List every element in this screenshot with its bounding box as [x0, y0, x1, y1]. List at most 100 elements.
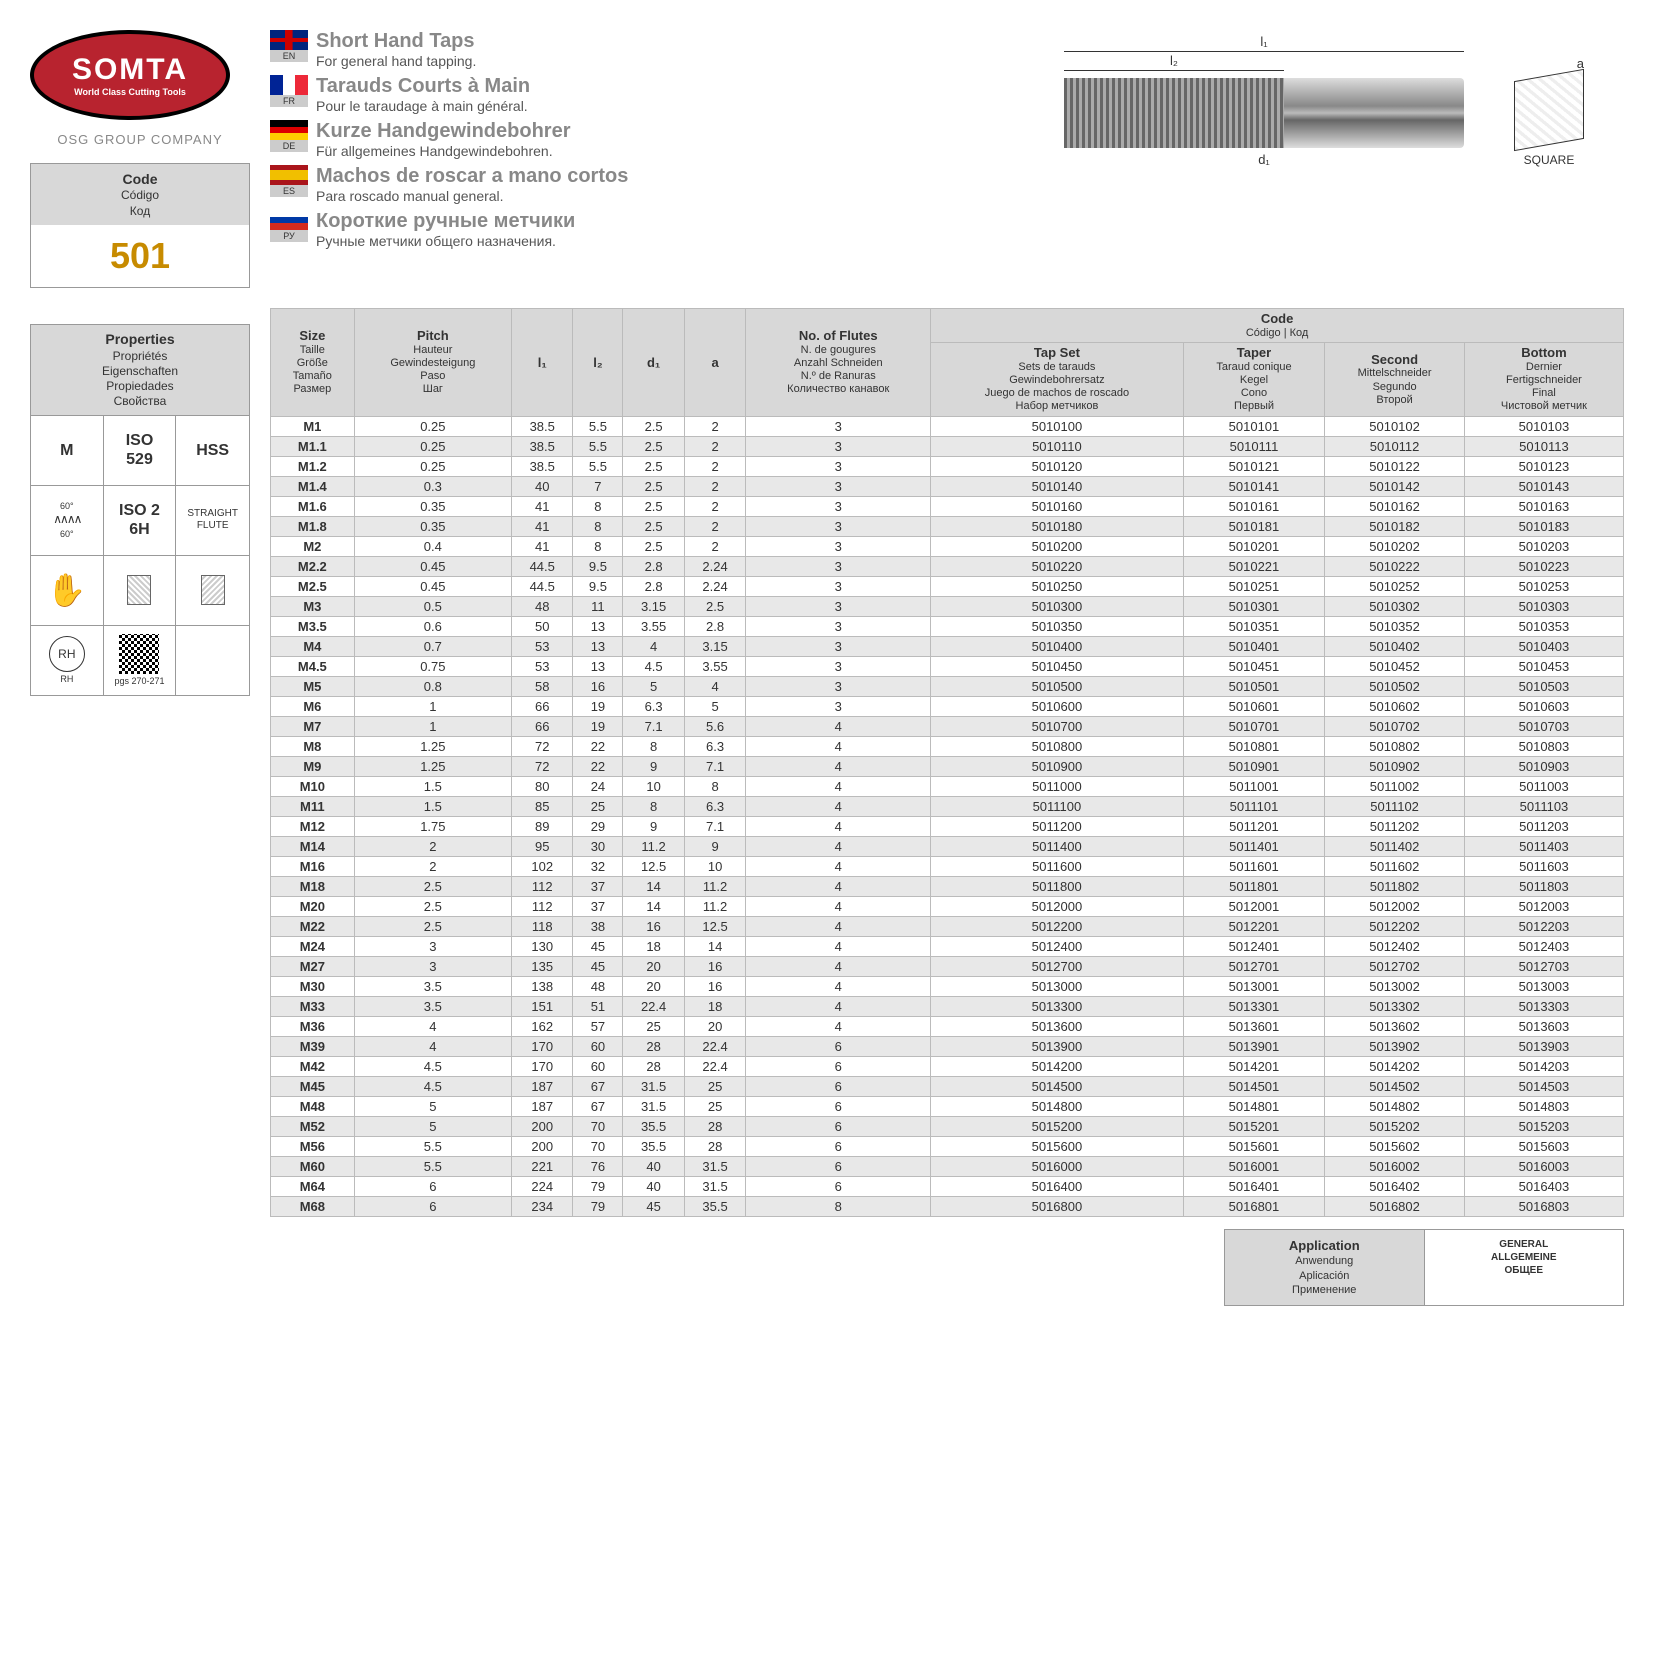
table-cell: 3: [746, 676, 931, 696]
table-cell: M6: [271, 696, 355, 716]
table-cell: 0.75: [354, 656, 511, 676]
table-cell: 40: [512, 476, 573, 496]
table-cell: 2: [354, 836, 511, 856]
mid-column: ENShort Hand TapsFor general hand tappin…: [270, 30, 1624, 288]
table-cell: 5013903: [1464, 1036, 1623, 1056]
table-cell: 5: [623, 676, 684, 696]
lang-desc: For general hand tapping.: [316, 53, 476, 69]
table-cell: 3: [354, 936, 511, 956]
col-second: SecondMittelschneiderSegundoВторой: [1325, 343, 1465, 416]
table-cell: 89: [512, 816, 573, 836]
flag-fr-icon: FR: [270, 75, 308, 107]
table-cell: 0.3: [354, 476, 511, 496]
table-cell: 5010702: [1325, 716, 1465, 736]
table-cell: M48: [271, 1096, 355, 1116]
table-cell: 1.5: [354, 776, 511, 796]
table-cell: 2.5: [623, 436, 684, 456]
table-cell: 1.25: [354, 756, 511, 776]
table-cell: 2: [684, 476, 745, 496]
lang-desc: Für allgemeines Handgewindebohren.: [316, 143, 570, 159]
table-cell: 5010801: [1183, 736, 1325, 756]
table-cell: 37: [573, 896, 623, 916]
table-cell: 5010602: [1325, 696, 1465, 716]
table-cell: 5010113: [1464, 436, 1623, 456]
table-cell: M8: [271, 736, 355, 756]
table-cell: 5010101: [1183, 416, 1325, 436]
table-cell: M27: [271, 956, 355, 976]
table-cell: 4: [746, 956, 931, 976]
table-cell: M12: [271, 816, 355, 836]
table-cell: 5010112: [1325, 436, 1465, 456]
table-cell: M4.5: [271, 656, 355, 676]
table-row: M91.25722297.145010900501090150109025010…: [271, 756, 1624, 776]
table-cell: 3.15: [684, 636, 745, 656]
property-cell: [176, 625, 249, 695]
table-cell: 19: [573, 696, 623, 716]
table-cell: 6.3: [684, 796, 745, 816]
table-cell: M3.5: [271, 616, 355, 636]
table-cell: 5012703: [1464, 956, 1623, 976]
table-cell: 5010503: [1464, 676, 1623, 696]
table-cell: 2.5: [684, 596, 745, 616]
table-cell: 5010451: [1183, 656, 1325, 676]
table-cell: 5010143: [1464, 476, 1623, 496]
table-row: M4.50.7553134.53.55350104505010451501045…: [271, 656, 1624, 676]
table-cell: 45: [573, 956, 623, 976]
table-cell: 162: [512, 1016, 573, 1036]
table-cell: 3.55: [684, 656, 745, 676]
table-cell: 22: [573, 736, 623, 756]
application-value: GENERAL ALLGEMEINE ОБЩЕЕ: [1424, 1230, 1624, 1306]
table-cell: 8: [623, 736, 684, 756]
table-cell: 170: [512, 1036, 573, 1056]
table-cell: 6.3: [684, 736, 745, 756]
table-cell: 5010123: [1464, 456, 1623, 476]
table-cell: 79: [573, 1196, 623, 1216]
tap-diagram: [1064, 78, 1464, 148]
table-row: M1.10.2538.55.52.52350101105010111501011…: [271, 436, 1624, 456]
table-cell: M24: [271, 936, 355, 956]
table-cell: 2.5: [623, 516, 684, 536]
application-box: Application Anwendung Aplicación Примене…: [1224, 1229, 1624, 1307]
table-cell: 5.5: [354, 1136, 511, 1156]
table-row: M243130451814450124005012401501240250124…: [271, 936, 1624, 956]
table-cell: 79: [573, 1176, 623, 1196]
table-row: M424.5170602822.465014200501420150142025…: [271, 1056, 1624, 1076]
language-descriptions: ENShort Hand TapsFor general hand tappin…: [270, 30, 628, 249]
table-cell: 138: [512, 976, 573, 996]
table-cell: 7: [573, 476, 623, 496]
table-cell: 8: [684, 776, 745, 796]
table-cell: 5: [354, 1116, 511, 1136]
table-cell: 118: [512, 916, 573, 936]
table-cell: 40: [623, 1156, 684, 1176]
table-cell: 6: [746, 1076, 931, 1096]
table-cell: 3: [746, 516, 931, 536]
logo-subtitle: World Class Cutting Tools: [74, 87, 186, 97]
table-cell: 5010120: [931, 456, 1184, 476]
table-cell: 44.5: [512, 576, 573, 596]
table-cell: 4: [746, 916, 931, 936]
table-row: M1.40.34072.5235010140501014150101425010…: [271, 476, 1624, 496]
table-cell: 0.5: [354, 596, 511, 616]
table-cell: 5011202: [1325, 816, 1465, 836]
properties-column: Properties Propriétés Eigenschaften Prop…: [30, 308, 250, 1306]
brand-logo: SOMTA World Class Cutting Tools: [30, 30, 230, 120]
table-cell: 135: [512, 956, 573, 976]
table-cell: 4: [746, 896, 931, 916]
table-cell: 41: [512, 496, 573, 516]
table-cell: 5012400: [931, 936, 1184, 956]
table-cell: 22.4: [623, 996, 684, 1016]
square-diagram: [1514, 69, 1584, 151]
table-cell: 187: [512, 1096, 573, 1116]
table-cell: 8: [623, 796, 684, 816]
diagram-container: l₁ l₂ d₁ a SQUAR: [668, 30, 1624, 259]
table-cell: M4: [271, 636, 355, 656]
table-cell: M68: [271, 1196, 355, 1216]
table-cell: 5012002: [1325, 896, 1465, 916]
table-cell: 35.5: [623, 1116, 684, 1136]
table-cell: 0.45: [354, 556, 511, 576]
application-header: Application Anwendung Aplicación Примене…: [1225, 1230, 1424, 1306]
table-cell: 5011400: [931, 836, 1184, 856]
table-cell: M1.8: [271, 516, 355, 536]
table-cell: M1.2: [271, 456, 355, 476]
lang-title: Tarauds Courts à Main: [316, 75, 530, 98]
